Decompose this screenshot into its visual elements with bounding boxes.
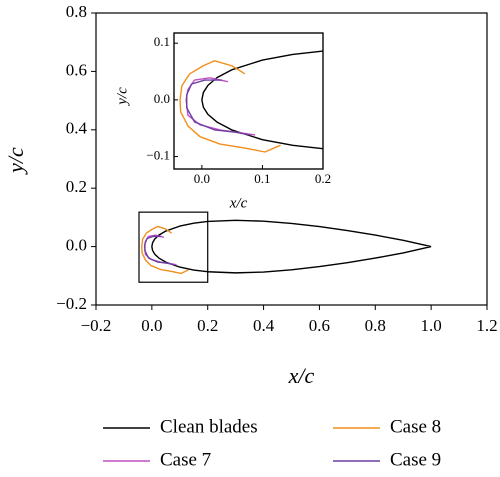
y-tick-label: 0.6 xyxy=(66,60,87,79)
plot-frame xyxy=(95,12,488,306)
y-tick-label: 0.8 xyxy=(66,2,87,21)
x-tick-label: 0.0 xyxy=(194,171,210,186)
y-axis-label: y/c xyxy=(114,87,130,107)
x-tick-label: 0.8 xyxy=(365,316,386,335)
x-axis-label: x/c xyxy=(288,363,315,388)
x-tick-label: 1.0 xyxy=(421,316,442,335)
legend-label: Case 7 xyxy=(160,449,211,470)
y-axis-label: y/c xyxy=(3,147,28,175)
series-line xyxy=(201,50,323,150)
series-line xyxy=(143,234,177,266)
legend-label: Case 8 xyxy=(390,416,441,437)
y-tick-label: 0.0 xyxy=(66,236,87,255)
x-axis-label: x/c xyxy=(229,195,248,211)
x-tick-label: 0.6 xyxy=(309,316,330,335)
series-line xyxy=(179,60,281,153)
x-tick-label: 0.1 xyxy=(254,171,270,186)
y-tick-label: 0.4 xyxy=(66,119,88,138)
series-line xyxy=(141,225,189,275)
x-tick-label: 0.0 xyxy=(141,316,162,335)
x-tick-label: 0.2 xyxy=(197,316,218,335)
y-tick-label: 0.0 xyxy=(154,91,170,106)
x-tick-label: 1.2 xyxy=(476,316,497,335)
series-line xyxy=(144,235,175,266)
y-tick-label: 0.1 xyxy=(154,34,170,49)
legend-label: Case 9 xyxy=(390,449,441,470)
legend-label: Clean blades xyxy=(160,416,258,437)
x-tick-label: 0.4 xyxy=(253,316,275,335)
x-tick-label: −0.2 xyxy=(81,316,112,335)
zoom-box xyxy=(138,211,209,283)
series-line xyxy=(151,219,432,274)
inset-border xyxy=(173,32,324,170)
x-tick-label: 0.2 xyxy=(315,171,331,186)
y-tick-label: 0.2 xyxy=(66,177,87,196)
y-tick-label: −0.1 xyxy=(146,148,170,163)
series-line xyxy=(186,79,250,136)
y-tick-label: −0.2 xyxy=(56,294,87,313)
